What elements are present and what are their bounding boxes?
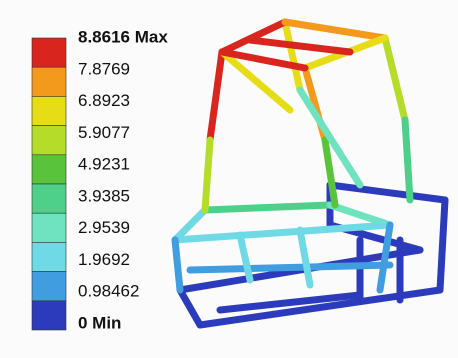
- tube: [180, 290, 200, 325]
- tube: [175, 240, 180, 290]
- tube: [190, 265, 390, 270]
- tube: [210, 52, 222, 140]
- tube: [380, 225, 390, 290]
- legend-band: [32, 213, 66, 242]
- tube: [285, 22, 385, 38]
- legend-band: [32, 301, 66, 330]
- tube: [250, 40, 350, 52]
- tube: [440, 200, 445, 290]
- tube: [405, 120, 410, 200]
- legend-label: 1.9692: [78, 250, 130, 269]
- tube: [205, 140, 210, 210]
- legend-band: [32, 38, 66, 67]
- tube: [385, 38, 405, 120]
- legend-label: 3.9385: [78, 186, 130, 205]
- legend-label: 0 Min: [78, 313, 121, 332]
- tube: [240, 235, 250, 280]
- legend-band: [32, 67, 66, 96]
- legend-label: 6.8923: [78, 91, 130, 110]
- legend-label: 4.9231: [78, 155, 130, 174]
- legend-label: 2.9539: [78, 218, 130, 237]
- legend-band: [32, 272, 66, 301]
- legend-label: 0.98462: [78, 282, 139, 301]
- legend-band: [32, 96, 66, 125]
- legend-label: 8.8616 Max: [78, 27, 168, 46]
- tube: [300, 230, 310, 285]
- tube: [285, 22, 300, 90]
- viewport: 8.8616 Max 7.8769 6.8923 5.9077 4.9231 3.9385…: [0, 0, 458, 358]
- legend: 8.8616 Max 7.8769 6.8923 5.9077 4.9231 3.9385…: [32, 27, 168, 332]
- legend-label: 7.8769: [78, 59, 130, 78]
- legend-band: [32, 155, 66, 184]
- frame-model: [175, 22, 445, 325]
- screenshot: 8.8616 Max 7.8769 6.8923 5.9077 4.9231 3.9385…: [0, 0, 458, 358]
- legend-band: [32, 184, 66, 213]
- legend-label: 5.9077: [78, 123, 130, 142]
- tube: [330, 185, 445, 200]
- legend-band: [32, 126, 66, 155]
- legend-band: [32, 242, 66, 271]
- tube: [330, 205, 390, 225]
- tube: [205, 205, 330, 210]
